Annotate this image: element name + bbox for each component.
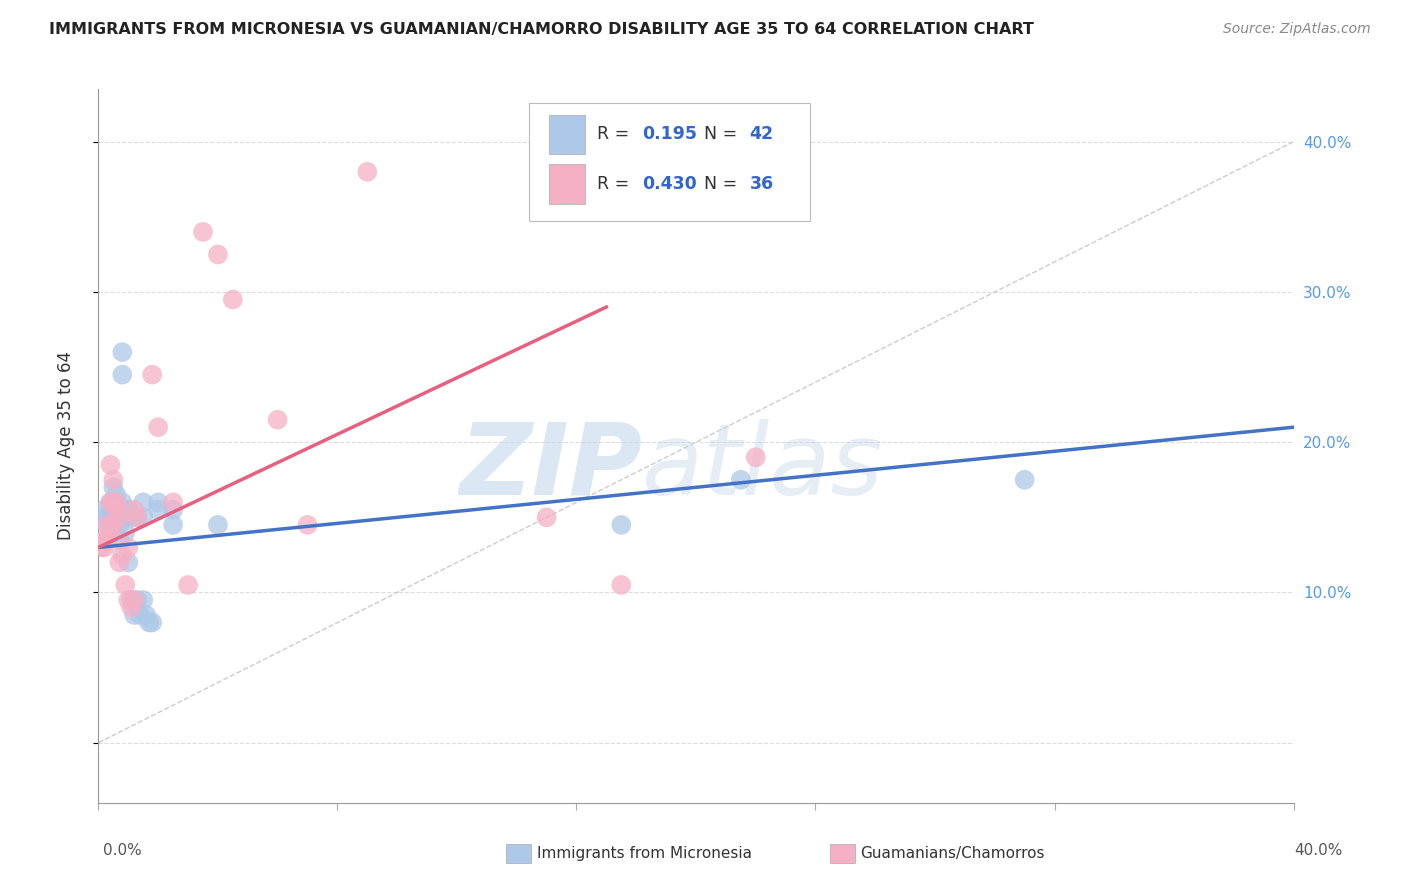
Text: 40.0%: 40.0% bbox=[1295, 843, 1343, 858]
Text: 0.0%: 0.0% bbox=[103, 843, 142, 858]
Point bbox=[132, 593, 155, 607]
Text: N =: N = bbox=[704, 125, 744, 143]
Point bbox=[96, 533, 118, 547]
Y-axis label: Disability Age 35 to 64: Disability Age 35 to 64 bbox=[56, 351, 75, 541]
Point bbox=[103, 480, 125, 494]
Point bbox=[148, 420, 170, 434]
Point bbox=[610, 517, 633, 532]
Point bbox=[297, 517, 319, 532]
Point bbox=[124, 593, 146, 607]
Point bbox=[111, 368, 134, 382]
Point bbox=[222, 293, 245, 307]
Point bbox=[98, 495, 122, 509]
Point bbox=[93, 533, 115, 547]
Point bbox=[117, 541, 139, 555]
Point bbox=[745, 450, 768, 465]
Point bbox=[730, 473, 752, 487]
Point bbox=[111, 548, 134, 562]
Point bbox=[132, 495, 155, 509]
Point bbox=[120, 510, 142, 524]
Text: Source: ZipAtlas.com: Source: ZipAtlas.com bbox=[1223, 22, 1371, 37]
Point bbox=[135, 607, 157, 622]
FancyBboxPatch shape bbox=[529, 103, 810, 221]
Text: 0.195: 0.195 bbox=[643, 125, 697, 143]
Point bbox=[98, 503, 122, 517]
Point bbox=[108, 556, 131, 570]
Point bbox=[114, 525, 136, 540]
Point bbox=[96, 517, 118, 532]
Text: IMMIGRANTS FROM MICRONESIA VS GUAMANIAN/CHAMORRO DISABILITY AGE 35 TO 64 CORRELA: IMMIGRANTS FROM MICRONESIA VS GUAMANIAN/… bbox=[49, 22, 1033, 37]
Point bbox=[90, 541, 112, 555]
Point bbox=[103, 495, 125, 509]
Point bbox=[132, 510, 155, 524]
Point bbox=[105, 503, 128, 517]
Point bbox=[105, 503, 128, 517]
Point bbox=[108, 517, 131, 532]
Point bbox=[148, 495, 170, 509]
Point bbox=[177, 578, 200, 592]
Point bbox=[111, 495, 134, 509]
Point bbox=[103, 473, 125, 487]
Point bbox=[141, 615, 163, 630]
Point bbox=[124, 607, 146, 622]
Point bbox=[138, 615, 160, 630]
Point bbox=[207, 247, 229, 261]
Text: R =: R = bbox=[596, 125, 634, 143]
Text: 36: 36 bbox=[749, 175, 773, 193]
Point bbox=[103, 517, 125, 532]
Point bbox=[98, 495, 122, 509]
Point bbox=[1014, 473, 1036, 487]
Point bbox=[103, 517, 125, 532]
Point bbox=[120, 593, 142, 607]
Point bbox=[117, 556, 139, 570]
Point bbox=[162, 517, 184, 532]
Point bbox=[127, 510, 149, 524]
Text: atlas: atlas bbox=[643, 419, 884, 516]
Point bbox=[96, 517, 118, 532]
Point bbox=[117, 503, 139, 517]
Bar bbox=[548, 164, 585, 203]
Point bbox=[191, 225, 214, 239]
Bar bbox=[548, 114, 585, 153]
Point bbox=[610, 578, 633, 592]
Point bbox=[98, 525, 122, 540]
Text: R =: R = bbox=[596, 175, 634, 193]
Point bbox=[536, 510, 558, 524]
Point bbox=[141, 368, 163, 382]
Text: 42: 42 bbox=[749, 125, 773, 143]
Point bbox=[105, 488, 128, 502]
Point bbox=[93, 541, 115, 555]
Point bbox=[93, 503, 115, 517]
Point bbox=[103, 525, 125, 540]
Point bbox=[114, 510, 136, 524]
Point bbox=[114, 578, 136, 592]
Point bbox=[356, 165, 378, 179]
Point bbox=[148, 503, 170, 517]
Text: Guamanians/Chamorros: Guamanians/Chamorros bbox=[860, 847, 1045, 861]
Point bbox=[127, 510, 149, 524]
Point bbox=[108, 503, 131, 517]
Point bbox=[96, 510, 118, 524]
Point bbox=[124, 503, 146, 517]
Text: Immigrants from Micronesia: Immigrants from Micronesia bbox=[537, 847, 752, 861]
Point bbox=[120, 600, 142, 615]
Point bbox=[129, 607, 152, 622]
Point bbox=[162, 495, 184, 509]
Point bbox=[105, 495, 128, 509]
Point bbox=[98, 458, 122, 472]
Text: ZIP: ZIP bbox=[460, 419, 643, 516]
Point bbox=[108, 510, 131, 524]
Point bbox=[105, 510, 128, 524]
Point bbox=[207, 517, 229, 532]
Point bbox=[117, 593, 139, 607]
Point bbox=[267, 413, 290, 427]
Point bbox=[108, 533, 131, 547]
Text: N =: N = bbox=[704, 175, 744, 193]
Point bbox=[162, 503, 184, 517]
Point bbox=[114, 503, 136, 517]
Point bbox=[127, 593, 149, 607]
Text: 0.430: 0.430 bbox=[643, 175, 697, 193]
Point bbox=[111, 345, 134, 359]
